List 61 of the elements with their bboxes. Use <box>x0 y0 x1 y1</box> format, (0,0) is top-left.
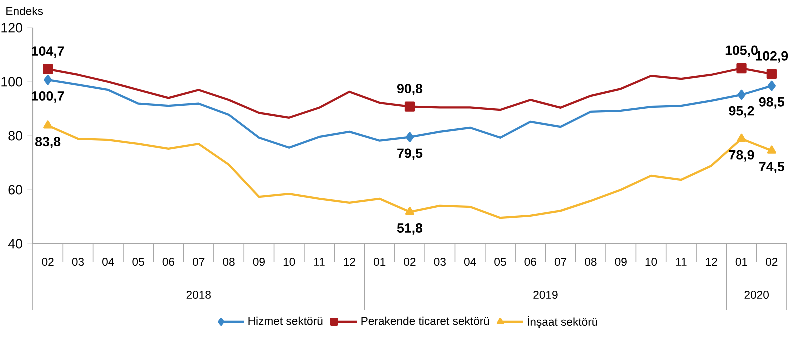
x-tick-label: 01 <box>374 258 386 266</box>
data-label: 79,5 <box>398 148 423 160</box>
x-tick-label: 07 <box>193 258 205 266</box>
point <box>737 134 746 142</box>
data-label: 98,5 <box>759 97 785 109</box>
x-tick-label: 01 <box>736 258 748 266</box>
y-tick-label: 80 <box>8 131 22 141</box>
legend-label: Hizmet sektörü <box>248 316 323 326</box>
x-tick-label: 06 <box>162 258 175 266</box>
text: 2018 <box>186 291 211 300</box>
x-tick-label: 04 <box>102 258 114 266</box>
x-tick-label: 02 <box>766 258 778 266</box>
point <box>44 120 53 129</box>
x-tick-label: 04 <box>464 258 476 266</box>
x-tick-label: 11 <box>676 258 687 266</box>
x-tick-label: 12 <box>706 258 718 266</box>
point <box>768 80 776 92</box>
data-label: 83,8 <box>36 137 61 148</box>
x-tick-label: 10 <box>646 258 658 266</box>
data-label: 74,5 <box>760 162 785 174</box>
point <box>404 102 416 112</box>
text: 2020 <box>744 291 769 300</box>
data-label: 100,7 <box>32 91 64 103</box>
x-tick-label: 03 <box>72 258 84 266</box>
y-tick-label: 100 <box>2 77 22 87</box>
x-tick-label: 03 <box>434 258 446 266</box>
x-tick-label: 08 <box>585 258 597 266</box>
legend-label: İnşaat sektörü <box>528 316 598 328</box>
x-tick-label: 11 <box>314 258 325 266</box>
point <box>44 75 52 86</box>
y-tick-label: 60 <box>8 185 22 195</box>
point <box>766 69 777 80</box>
x-tick-label: 02 <box>404 258 416 266</box>
point <box>767 146 776 154</box>
x-tick-label: 06 <box>524 258 536 266</box>
y-axis-title: Endeks <box>6 6 44 16</box>
point <box>738 90 746 100</box>
x-tick-label: 10 <box>284 258 296 266</box>
x-tick-label: 12 <box>344 258 356 266</box>
x-tick-label: 05 <box>132 258 144 266</box>
point <box>736 63 747 74</box>
x-tick-label: 09 <box>615 258 627 266</box>
x-tick-label: 07 <box>554 258 567 266</box>
y-tick-label: 120 <box>2 23 22 33</box>
text: 2019 <box>534 291 558 300</box>
data-label: 95,2 <box>729 106 754 118</box>
data-label: 104,7 <box>32 46 64 58</box>
x-tick-label: 05 <box>494 258 506 266</box>
y-tick-label: 40 <box>8 239 22 249</box>
point <box>405 207 415 216</box>
point <box>406 132 414 142</box>
data-label: 78,9 <box>729 150 754 162</box>
data-label: 51,8 <box>397 224 423 235</box>
data-label: 102,9 <box>756 51 788 63</box>
data-label: 90,8 <box>397 84 423 96</box>
x-tick-label: 08 <box>223 258 235 266</box>
legend-label: Perakende ticaret sektörü <box>362 316 490 326</box>
x-tick-label: 09 <box>253 258 265 266</box>
point <box>43 64 54 74</box>
data-label: 105,0 <box>726 46 758 58</box>
x-tick-label: 02 <box>42 258 54 266</box>
